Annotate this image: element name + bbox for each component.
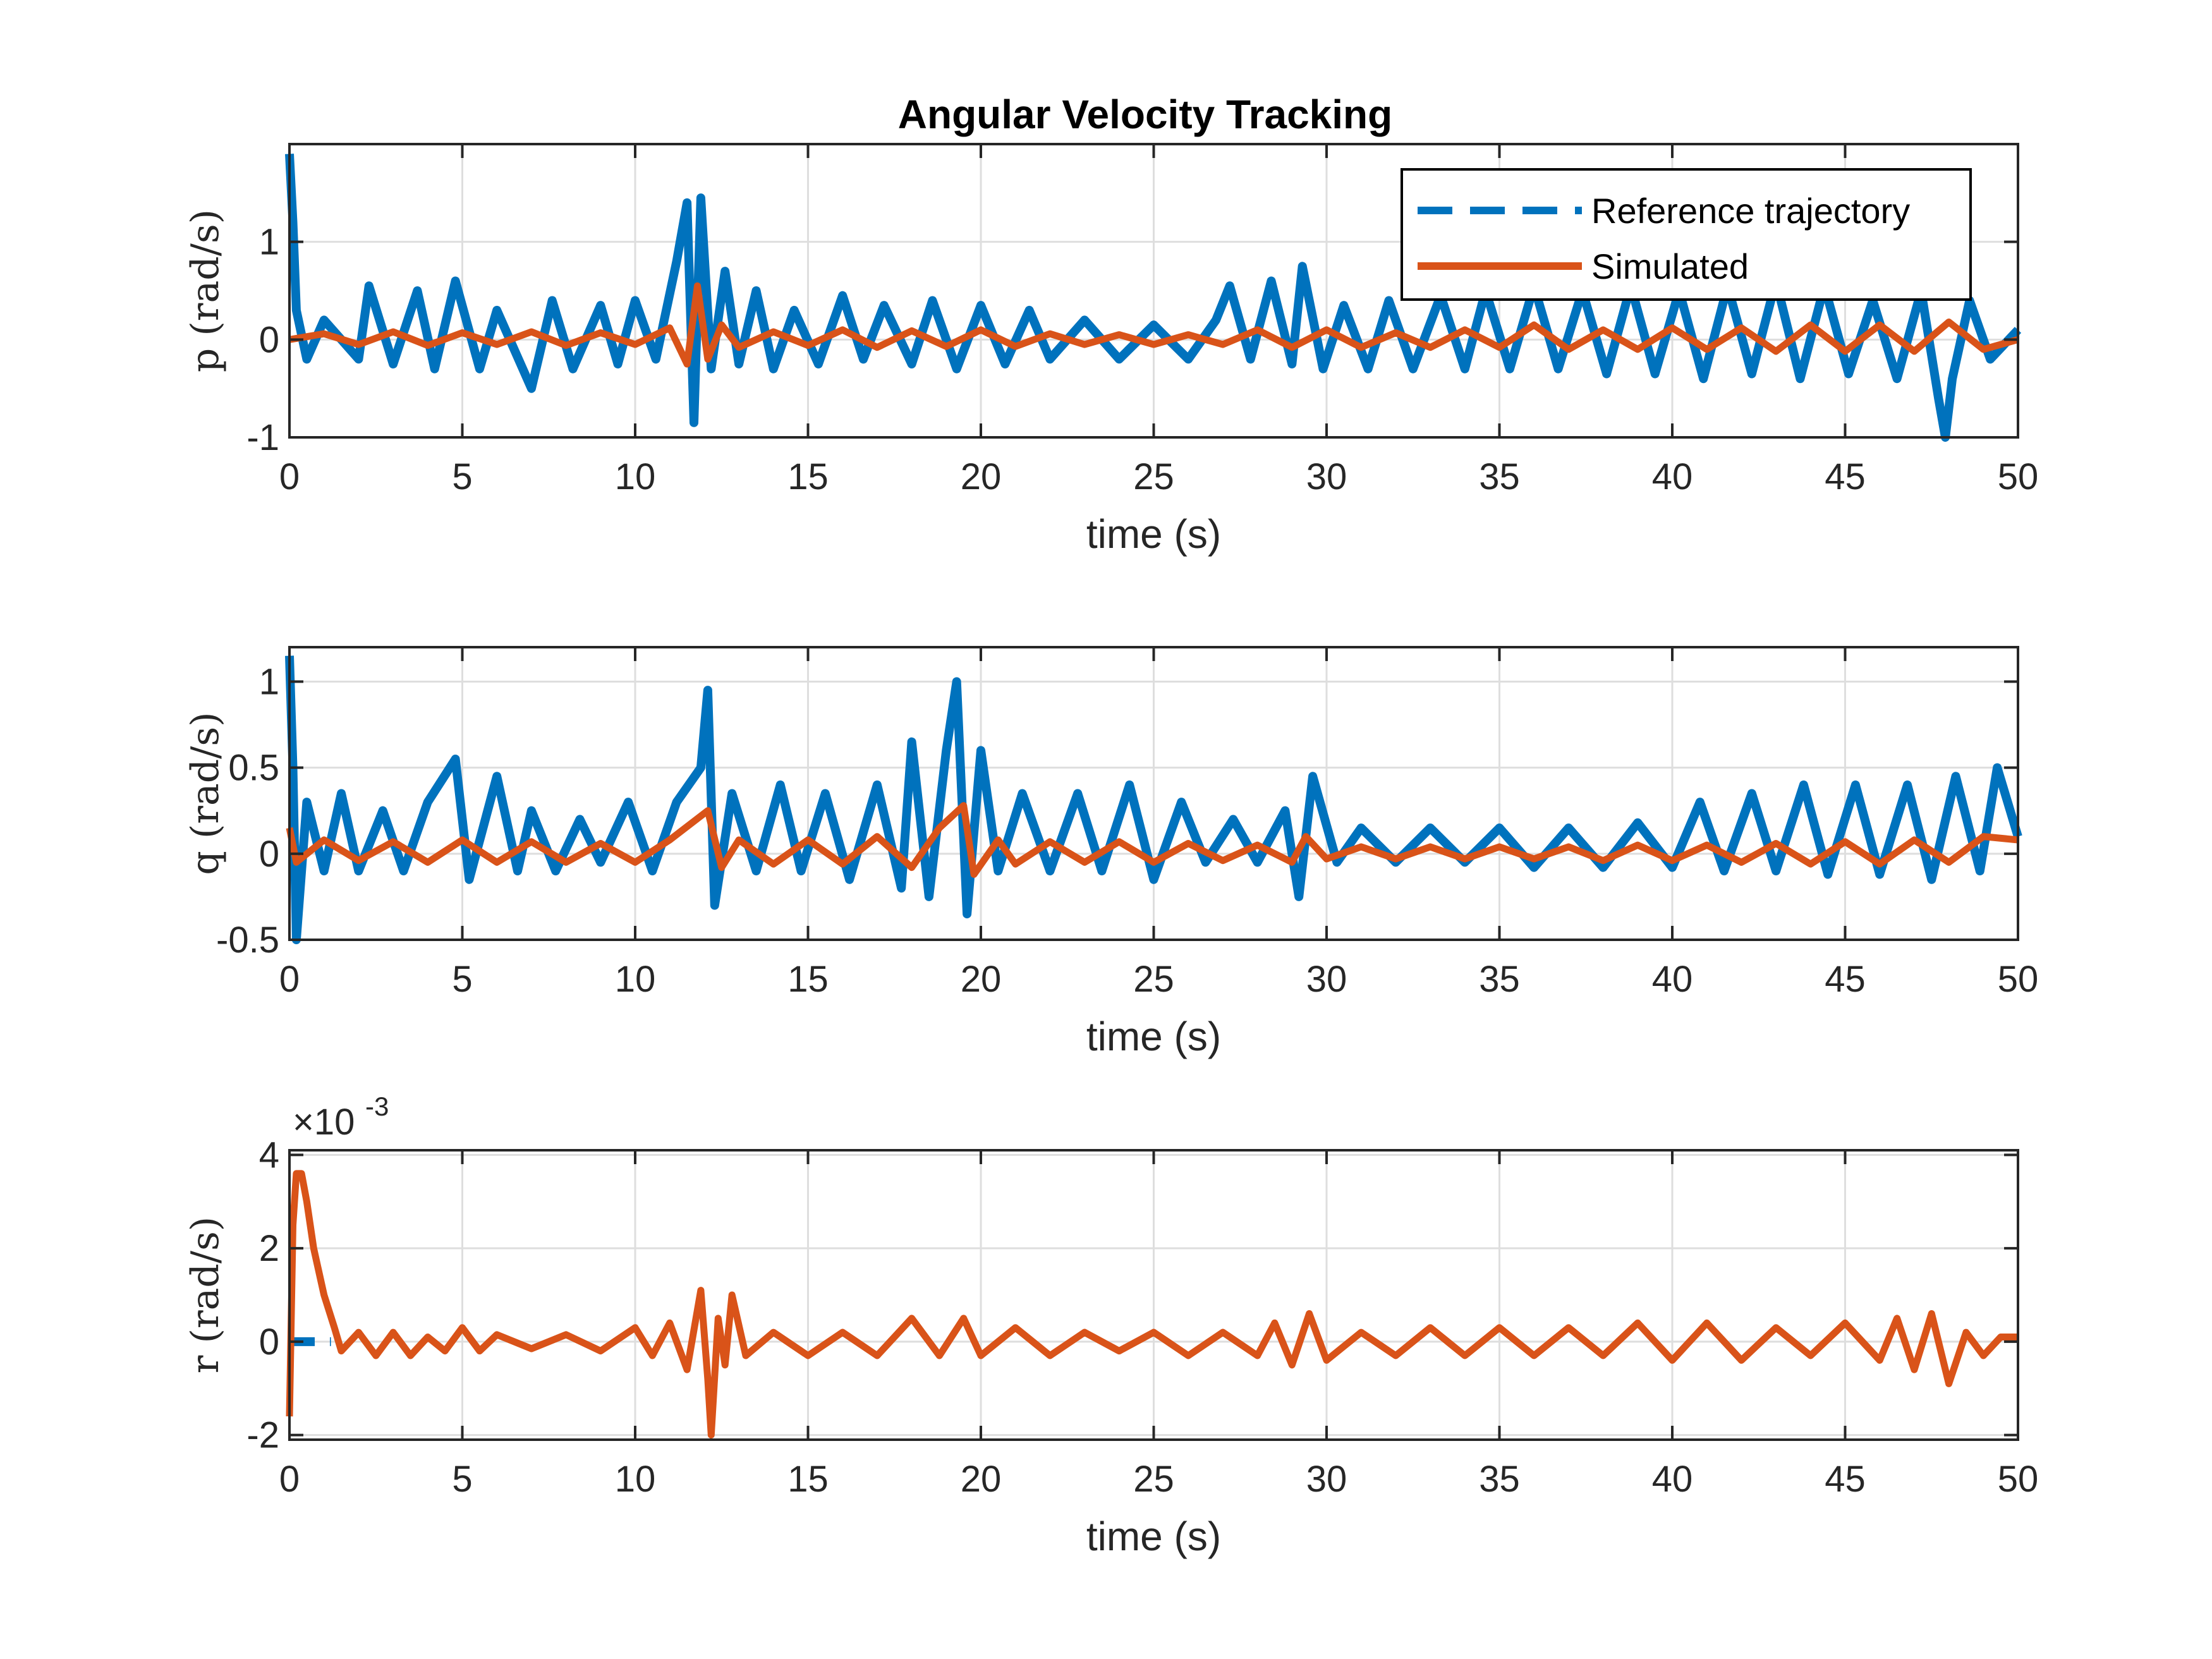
- y-tick-label: 1: [259, 222, 279, 263]
- x-tick-label: 5: [452, 456, 472, 497]
- x-axis-label: time (s): [1086, 511, 1221, 557]
- y-axis-label: r (rad/s): [183, 1217, 228, 1373]
- y-tick-label: 2: [259, 1228, 279, 1269]
- series-simulated-q: [286, 802, 2019, 878]
- y-tick-label: 0: [259, 834, 279, 875]
- x-tick-label: 35: [1479, 1459, 1520, 1500]
- x-tick-label: 30: [1306, 959, 1347, 1000]
- x-tick-label: 15: [787, 959, 829, 1000]
- y-tick-label: -0.5: [216, 920, 279, 961]
- x-tick-label: 45: [1825, 1459, 1866, 1500]
- x-tick-label: 35: [1479, 959, 1520, 1000]
- y-tick-label: 0: [259, 319, 279, 360]
- x-tick-label: 10: [615, 959, 656, 1000]
- x-tick-label: 45: [1825, 456, 1866, 497]
- series-simulated-r: [286, 1170, 2018, 1439]
- y-scale-exponent: -3: [365, 1091, 389, 1121]
- x-tick-label: 45: [1825, 959, 1866, 1000]
- y-tick-label: 0.5: [228, 748, 279, 789]
- x-tick-label: 15: [787, 1459, 829, 1500]
- x-tick-label: 25: [1133, 1459, 1174, 1500]
- y-tick-label: -1: [246, 417, 279, 458]
- x-axis-label: time (s): [1086, 1014, 1221, 1059]
- x-tick-label: 10: [615, 1459, 656, 1500]
- y-tick-label: 1: [259, 661, 279, 702]
- legend: Reference trajectory Simulated: [1401, 168, 1972, 301]
- y-axis-label: q (rad/s): [183, 712, 228, 875]
- x-tick-label: 0: [279, 959, 300, 1000]
- x-tick-label: 5: [452, 1459, 472, 1500]
- y-tick-label: 4: [259, 1134, 279, 1176]
- series-reference-q: [285, 655, 2022, 944]
- x-tick-label: 30: [1306, 456, 1347, 497]
- y-tick-label: 0: [259, 1322, 279, 1363]
- legend-label-reference: Reference trajectory: [1591, 191, 1910, 231]
- series-simulated-p: [289, 282, 2019, 368]
- series-reference-p: [285, 154, 2022, 442]
- x-tick-label: 20: [961, 456, 1002, 497]
- x-tick-label: 20: [961, 959, 1002, 1000]
- x-tick-label: 50: [1998, 456, 2039, 497]
- x-tick-label: 40: [1652, 1459, 1693, 1500]
- x-tick-label: 15: [787, 456, 829, 497]
- x-tick-label: 20: [961, 1459, 1002, 1500]
- x-tick-label: 30: [1306, 1459, 1347, 1500]
- x-tick-label: 35: [1479, 456, 1520, 497]
- x-tick-label: 50: [1998, 959, 2039, 1000]
- x-tick-label: 10: [615, 456, 656, 497]
- y-scale-factor: ×10: [293, 1102, 355, 1143]
- y-tick-label: -2: [246, 1415, 279, 1456]
- x-tick-label: 50: [1998, 1459, 2039, 1500]
- x-axis-label: time (s): [1086, 1514, 1221, 1559]
- x-tick-label: 5: [452, 959, 472, 1000]
- x-tick-label: 25: [1133, 959, 1174, 1000]
- legend-label-simulated: Simulated: [1591, 246, 1749, 286]
- chart-title: Angular Velocity Tracking: [898, 92, 1392, 137]
- x-tick-label: 40: [1652, 456, 1693, 497]
- legend-box: [1401, 168, 1972, 301]
- x-tick-label: 25: [1133, 456, 1174, 497]
- x-tick-label: 0: [279, 456, 300, 497]
- x-tick-label: 40: [1652, 959, 1693, 1000]
- y-axis-label: p (rad/s): [183, 209, 228, 372]
- x-tick-label: 0: [279, 1459, 300, 1500]
